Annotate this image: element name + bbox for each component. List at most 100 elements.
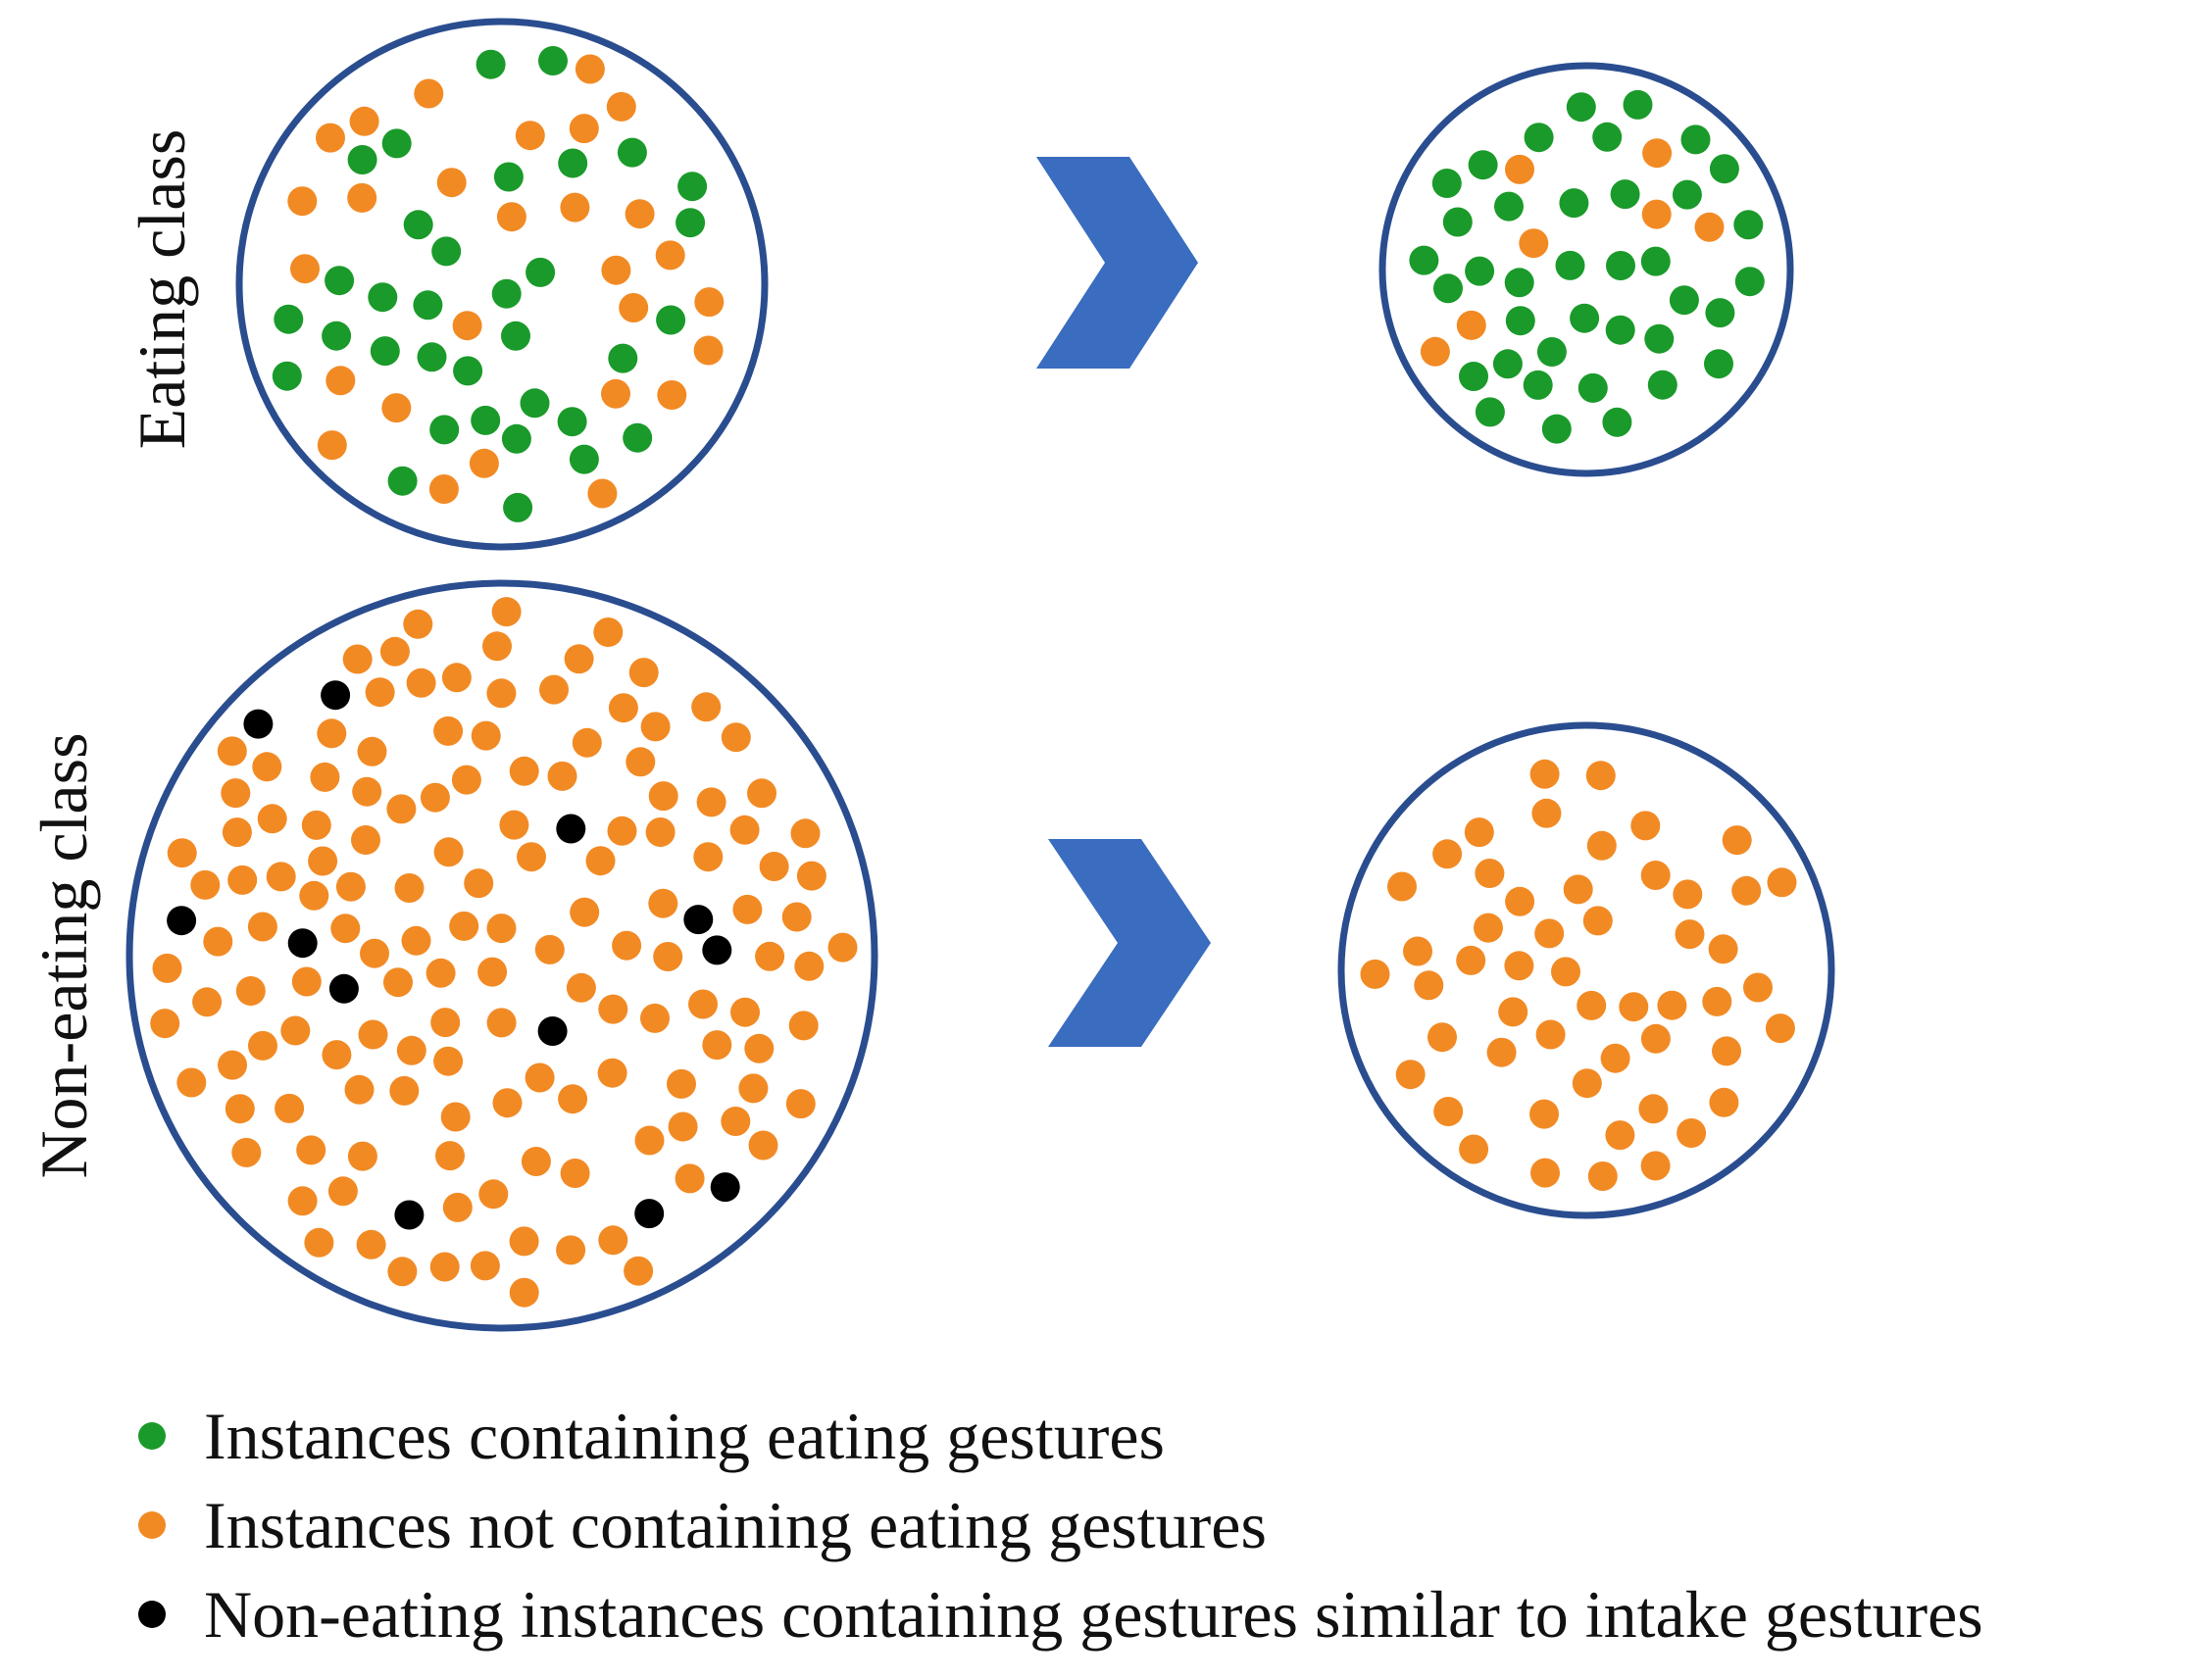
orange-dot xyxy=(748,1130,778,1161)
orange-dot xyxy=(247,912,277,942)
orange-dot xyxy=(325,366,356,396)
orange-dot xyxy=(192,987,223,1017)
green-dot xyxy=(1494,191,1524,222)
green-dot xyxy=(557,407,587,437)
orange-dot xyxy=(387,1257,418,1287)
orange-dot xyxy=(464,868,494,899)
orange-dot xyxy=(693,842,724,872)
orange-dot xyxy=(1577,990,1607,1020)
orange-dot xyxy=(645,817,676,847)
green-dot xyxy=(1602,407,1632,437)
orange-dot xyxy=(1638,1094,1669,1124)
orange-dot xyxy=(634,1125,665,1156)
orange-dot xyxy=(327,1176,358,1207)
orange-dot xyxy=(486,1008,517,1038)
legend-marker-green xyxy=(138,1422,166,1450)
orange-dot xyxy=(624,1256,654,1286)
orange-dot xyxy=(433,1046,464,1076)
eating-filtered-circle xyxy=(1378,62,1794,477)
orange-dot xyxy=(696,787,726,817)
green-dot xyxy=(1492,349,1523,379)
orange-dot xyxy=(694,287,725,318)
top-chevron-right-icon xyxy=(1036,157,1198,369)
orange-dot xyxy=(1642,138,1673,169)
green-dot xyxy=(1640,246,1671,276)
orange-dot xyxy=(509,756,539,786)
orange-dot xyxy=(667,1068,696,1099)
orange-dot xyxy=(648,781,678,812)
green-dot xyxy=(381,128,412,159)
orange-dot xyxy=(601,255,631,285)
orange-dot xyxy=(301,810,331,840)
orange-dot xyxy=(190,869,221,900)
orange-dot xyxy=(414,78,444,109)
orange-dot xyxy=(317,718,347,749)
green-dot xyxy=(623,422,653,453)
orange-dot xyxy=(560,1159,590,1188)
orange-dot xyxy=(1432,839,1463,869)
green-dot xyxy=(1592,122,1623,152)
green-dot xyxy=(1566,92,1596,123)
orange-dot xyxy=(1474,913,1503,943)
orange-dot xyxy=(401,925,431,956)
orange-dot xyxy=(347,182,377,213)
legend: Instances containing eating gestures Ins… xyxy=(138,1399,1983,1652)
orange-dot xyxy=(785,1089,816,1119)
orange-dot xyxy=(433,837,464,867)
orange-dot xyxy=(280,1015,311,1046)
orange-dot xyxy=(1767,867,1797,898)
green-dot xyxy=(1433,273,1463,304)
orange-dot xyxy=(433,716,464,746)
orange-dot xyxy=(759,852,789,881)
green-dot xyxy=(501,321,530,351)
orange-dot xyxy=(730,997,760,1027)
orange-dot xyxy=(1641,199,1672,229)
black-dot xyxy=(634,1199,665,1229)
orange-dot xyxy=(732,894,763,924)
orange-dot xyxy=(1708,934,1738,964)
orange-dot xyxy=(330,914,361,944)
orange-dot xyxy=(357,736,387,766)
green-dot xyxy=(274,304,304,334)
orange-dot xyxy=(231,1137,262,1167)
orange-dot xyxy=(640,712,671,742)
orange-dot xyxy=(560,192,590,222)
green-dot xyxy=(476,49,506,79)
orange-dot xyxy=(287,186,318,217)
black-dot xyxy=(710,1172,740,1203)
orange-dot xyxy=(287,1186,318,1216)
non-eating-filtered-dots xyxy=(1360,759,1797,1191)
orange-dot xyxy=(486,914,517,944)
orange-dot xyxy=(744,1033,775,1063)
green-dot xyxy=(431,236,462,267)
legend-marker-black xyxy=(138,1601,166,1628)
orange-dot xyxy=(781,902,812,932)
orange-dot xyxy=(257,804,287,834)
orange-dot xyxy=(653,942,683,971)
legend-marker-orange xyxy=(138,1511,166,1539)
orange-dot xyxy=(570,897,600,927)
green-dot xyxy=(1475,397,1505,427)
orange-dot xyxy=(266,862,296,892)
orange-dot xyxy=(1395,1060,1426,1090)
orange-dot xyxy=(521,1147,551,1176)
orange-dot xyxy=(491,597,522,627)
orange-dot xyxy=(566,972,596,1003)
green-dot xyxy=(558,148,588,178)
black-dot xyxy=(243,709,274,739)
green-dot xyxy=(1680,124,1711,155)
orange-dot xyxy=(691,692,722,722)
green-dot xyxy=(538,46,568,75)
orange-dot xyxy=(1587,1161,1618,1191)
orange-dot xyxy=(1694,212,1725,242)
orange-dot xyxy=(655,240,685,271)
green-dot xyxy=(617,137,647,168)
orange-dot xyxy=(1657,990,1687,1020)
orange-dot xyxy=(486,678,517,709)
orange-dot xyxy=(702,1030,732,1061)
black-dot xyxy=(287,928,318,959)
orange-dot xyxy=(299,880,329,911)
orange-dot xyxy=(429,1252,460,1282)
eating-original-dots xyxy=(272,46,725,522)
